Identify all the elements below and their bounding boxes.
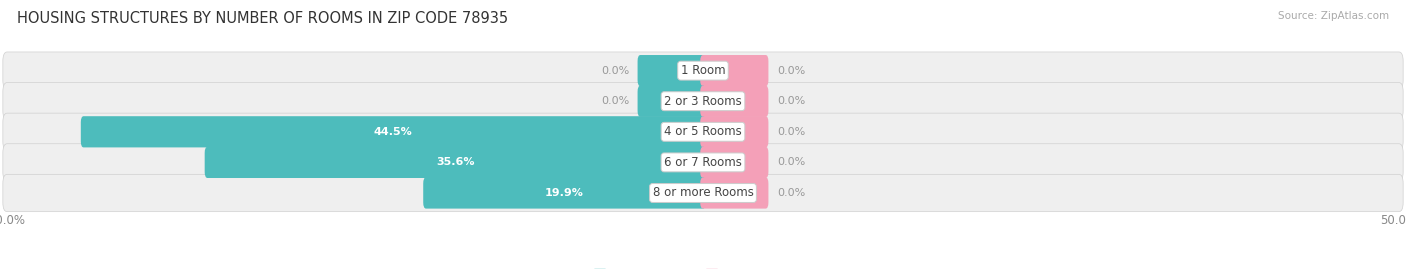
FancyBboxPatch shape: [205, 147, 706, 178]
Text: HOUSING STRUCTURES BY NUMBER OF ROOMS IN ZIP CODE 78935: HOUSING STRUCTURES BY NUMBER OF ROOMS IN…: [17, 11, 508, 26]
Text: 2 or 3 Rooms: 2 or 3 Rooms: [664, 95, 742, 108]
FancyBboxPatch shape: [3, 174, 1403, 212]
Text: 6 or 7 Rooms: 6 or 7 Rooms: [664, 156, 742, 169]
FancyBboxPatch shape: [700, 147, 769, 178]
FancyBboxPatch shape: [3, 144, 1403, 181]
Text: 0.0%: 0.0%: [776, 96, 806, 106]
FancyBboxPatch shape: [700, 116, 769, 147]
FancyBboxPatch shape: [700, 177, 769, 208]
Text: 0.0%: 0.0%: [600, 66, 630, 76]
Text: 0.0%: 0.0%: [776, 66, 806, 76]
Text: 0.0%: 0.0%: [600, 96, 630, 106]
Text: 1 Room: 1 Room: [681, 64, 725, 77]
Text: 0.0%: 0.0%: [776, 188, 806, 198]
Text: 35.6%: 35.6%: [436, 157, 474, 167]
Text: Source: ZipAtlas.com: Source: ZipAtlas.com: [1278, 11, 1389, 21]
FancyBboxPatch shape: [637, 86, 706, 117]
Text: 0.0%: 0.0%: [776, 157, 806, 167]
FancyBboxPatch shape: [3, 52, 1403, 89]
Text: 44.5%: 44.5%: [374, 127, 413, 137]
Text: 8 or more Rooms: 8 or more Rooms: [652, 186, 754, 200]
Text: 4 or 5 Rooms: 4 or 5 Rooms: [664, 125, 742, 138]
FancyBboxPatch shape: [80, 116, 706, 147]
FancyBboxPatch shape: [423, 177, 706, 208]
FancyBboxPatch shape: [3, 113, 1403, 150]
FancyBboxPatch shape: [637, 55, 706, 86]
Text: 0.0%: 0.0%: [776, 127, 806, 137]
Text: 19.9%: 19.9%: [546, 188, 583, 198]
FancyBboxPatch shape: [3, 83, 1403, 120]
FancyBboxPatch shape: [700, 86, 769, 117]
FancyBboxPatch shape: [700, 55, 769, 86]
